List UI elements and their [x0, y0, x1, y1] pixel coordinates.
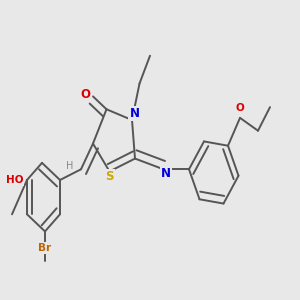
- Text: S: S: [105, 170, 114, 183]
- Text: O: O: [236, 103, 244, 113]
- Text: O: O: [80, 88, 91, 101]
- Text: H: H: [66, 161, 73, 171]
- Text: N: N: [161, 167, 171, 180]
- Text: Br: Br: [38, 243, 52, 253]
- Text: HO: HO: [6, 175, 23, 185]
- Text: N: N: [129, 107, 140, 120]
